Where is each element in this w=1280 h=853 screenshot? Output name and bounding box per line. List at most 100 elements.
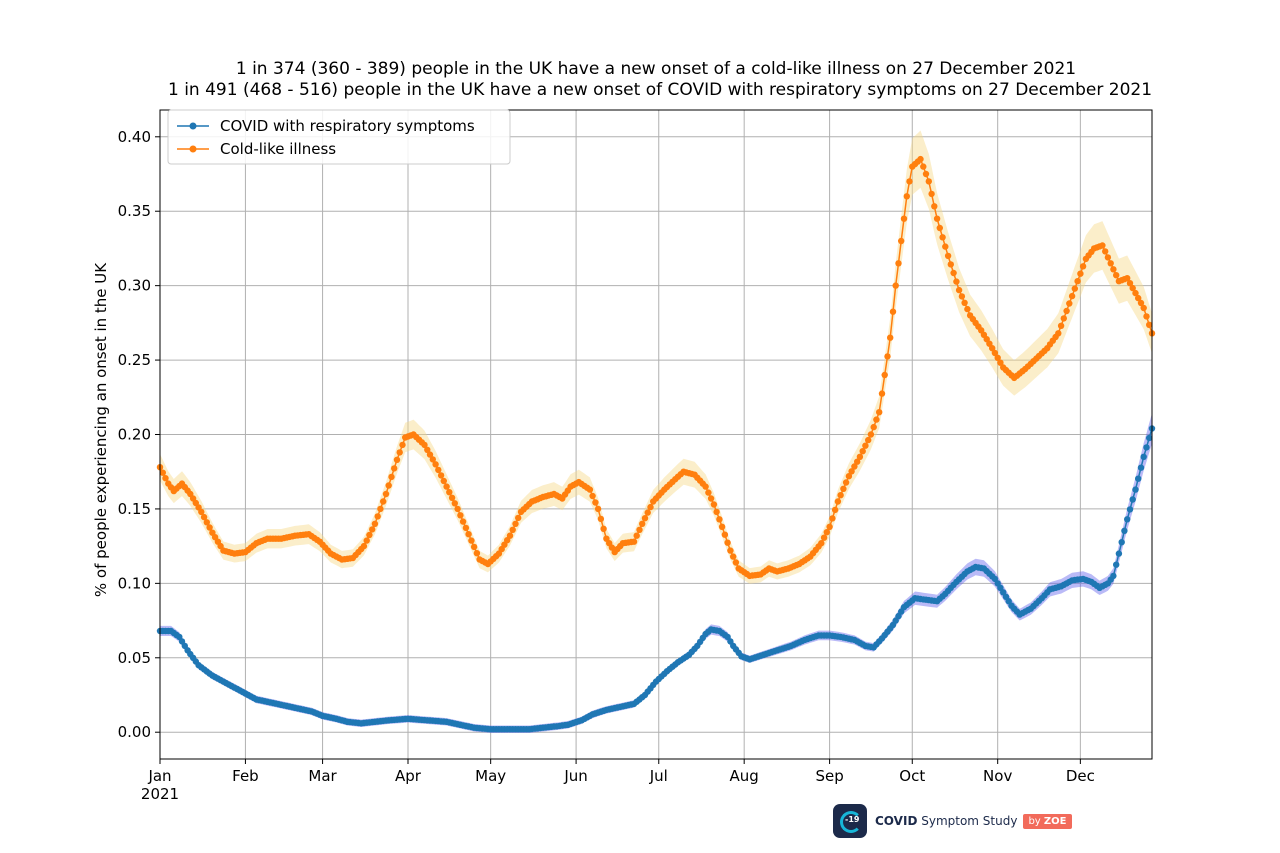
data-point <box>600 525 607 532</box>
data-point <box>950 269 957 277</box>
data-point <box>920 163 927 170</box>
data-point <box>586 486 594 493</box>
data-point <box>964 305 971 313</box>
data-point <box>1102 248 1109 255</box>
data-point <box>862 442 869 449</box>
data-point <box>1121 527 1128 534</box>
data-point <box>421 441 428 449</box>
data-point <box>451 500 458 507</box>
data-point <box>1129 496 1136 503</box>
data-point <box>1143 444 1150 451</box>
data-point <box>881 371 888 379</box>
y-tick-label: 0.15 <box>118 500 151 518</box>
chart-title: 1 in 374 (360 - 389) people in the UK ha… <box>168 59 1152 100</box>
data-point <box>1143 313 1150 320</box>
x-tick-label: Aug <box>730 767 759 785</box>
x-tick-label: May <box>475 767 506 785</box>
y-axis-label: % of people experiencing an onset in the… <box>92 262 110 597</box>
data-point <box>1146 321 1153 328</box>
data-point <box>462 524 470 532</box>
data-point <box>597 515 605 523</box>
legend-marker <box>189 122 197 130</box>
data-point <box>955 286 963 294</box>
data-point <box>639 520 646 527</box>
logo-text: COVID Symptom Study <box>875 814 1018 828</box>
data-point <box>1113 272 1120 279</box>
data-point <box>443 483 450 490</box>
data-point <box>1132 289 1139 297</box>
data-point <box>647 503 654 511</box>
series-group <box>156 155 1156 733</box>
data-point <box>842 479 850 486</box>
y-tick-label: 0.35 <box>118 202 151 220</box>
data-point <box>391 465 398 472</box>
data-point <box>947 261 954 268</box>
data-point <box>470 543 478 551</box>
x-tick-label: Sep <box>815 767 843 785</box>
x-tick-label: Apr <box>395 767 422 785</box>
data-point <box>162 475 169 482</box>
data-point <box>594 505 602 513</box>
data-point <box>459 518 467 525</box>
data-point <box>944 252 952 260</box>
data-point <box>1126 506 1134 513</box>
data-point <box>931 203 938 210</box>
data-point <box>512 520 519 527</box>
data-point <box>203 519 210 526</box>
legend-label: Cold-like illness <box>220 140 336 158</box>
data-point <box>922 170 930 178</box>
data-point <box>936 224 943 232</box>
data-point <box>1077 270 1084 277</box>
x-tick-label: Jul <box>649 767 668 785</box>
data-point <box>159 469 166 476</box>
data-point <box>837 492 844 499</box>
data-point <box>895 260 902 267</box>
data-point <box>716 516 723 523</box>
data-point <box>876 409 883 416</box>
x-tick-label: Oct <box>899 767 925 785</box>
x-tick-label: Dec <box>1066 767 1095 785</box>
data-point <box>705 489 712 496</box>
data-point <box>448 494 456 501</box>
data-point <box>961 299 968 306</box>
data-point <box>440 477 447 485</box>
data-point <box>446 489 453 496</box>
data-point <box>633 532 640 539</box>
data-point <box>928 190 935 198</box>
data-point <box>377 505 384 513</box>
data-point <box>1060 315 1068 322</box>
data-point <box>454 505 461 513</box>
data-point <box>371 520 379 527</box>
data-point <box>707 495 715 502</box>
data-point <box>1115 550 1123 557</box>
data-point <box>727 547 734 554</box>
data-point <box>898 237 905 245</box>
data-point <box>589 492 596 500</box>
data-point <box>473 550 481 557</box>
legend-marker <box>189 145 197 153</box>
data-point <box>396 449 403 456</box>
data-point <box>702 483 709 490</box>
data-point <box>506 532 514 539</box>
data-point <box>636 526 643 533</box>
data-point <box>1104 254 1112 261</box>
data-point <box>1137 299 1145 307</box>
data-point <box>1124 275 1131 282</box>
confidence-bands <box>160 130 1152 733</box>
y-tick-label: 0.25 <box>118 351 151 369</box>
data-point <box>865 436 872 444</box>
data-point <box>867 431 875 438</box>
x-tick-sublabel: 2021 <box>141 785 179 803</box>
data-point <box>887 334 894 341</box>
data-point <box>360 542 368 550</box>
chart-title-line-2: 1 in 491 (468 - 516) people in the UK ha… <box>168 80 1152 100</box>
confidence-band-1 <box>160 130 1152 584</box>
data-point <box>385 482 392 489</box>
x-tick-label: Jun <box>563 767 587 785</box>
covid-symptom-study-logo: -19 COVID Symptom Study by ZOE <box>833 804 1072 838</box>
data-point <box>884 353 891 360</box>
data-point <box>713 508 720 516</box>
data-point <box>933 215 941 222</box>
data-point <box>854 458 861 465</box>
data-point <box>641 515 649 522</box>
